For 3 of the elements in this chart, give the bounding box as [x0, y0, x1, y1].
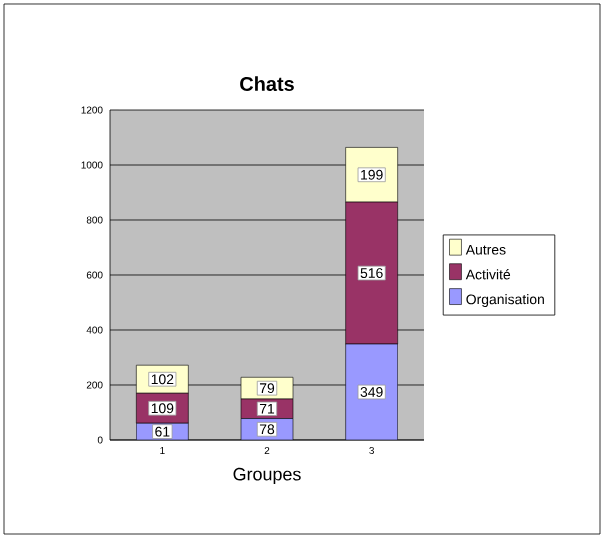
chart-title: Chats: [240, 76, 294, 91]
x-axis-title: Groupes: [233, 467, 301, 485]
bar: [345, 343, 398, 440]
